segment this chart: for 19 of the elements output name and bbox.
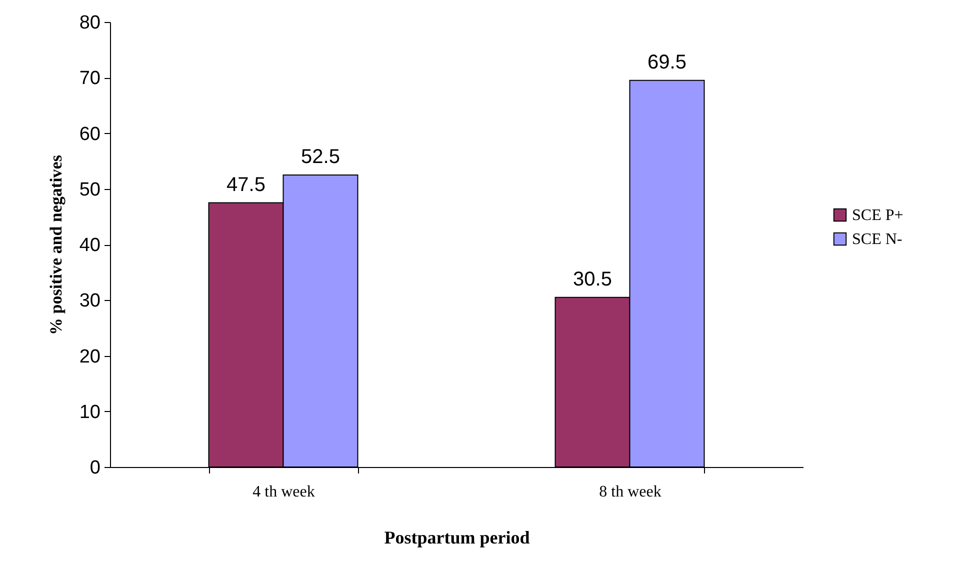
y-tick-label: 60: [79, 124, 100, 145]
y-tick-label: 70: [79, 68, 100, 90]
data-label: 47.5: [226, 174, 266, 196]
data-label: 30.5: [573, 268, 612, 290]
x-tick-label: 8 th week: [599, 484, 662, 500]
y-tick-label: 10: [79, 402, 100, 423]
y-tick-label: 0: [90, 458, 100, 478]
y-tick-label: 50: [79, 179, 100, 200]
legend-label: SCE P+: [852, 207, 904, 224]
x-tick-label: 4 th week: [252, 484, 315, 500]
legend-label: SCE N-: [852, 231, 902, 248]
y-tick-label: 80: [79, 12, 100, 34]
y-axis-title: % positive and negatives: [46, 154, 66, 335]
y-tick-label: 20: [79, 346, 100, 368]
x-axis-title: Postpartum period: [384, 528, 530, 548]
data-label: 69.5: [648, 51, 686, 74]
y-tick-label: 40: [79, 235, 100, 256]
y-tick-label: 30: [79, 290, 100, 312]
data-label: 52.5: [301, 146, 340, 168]
